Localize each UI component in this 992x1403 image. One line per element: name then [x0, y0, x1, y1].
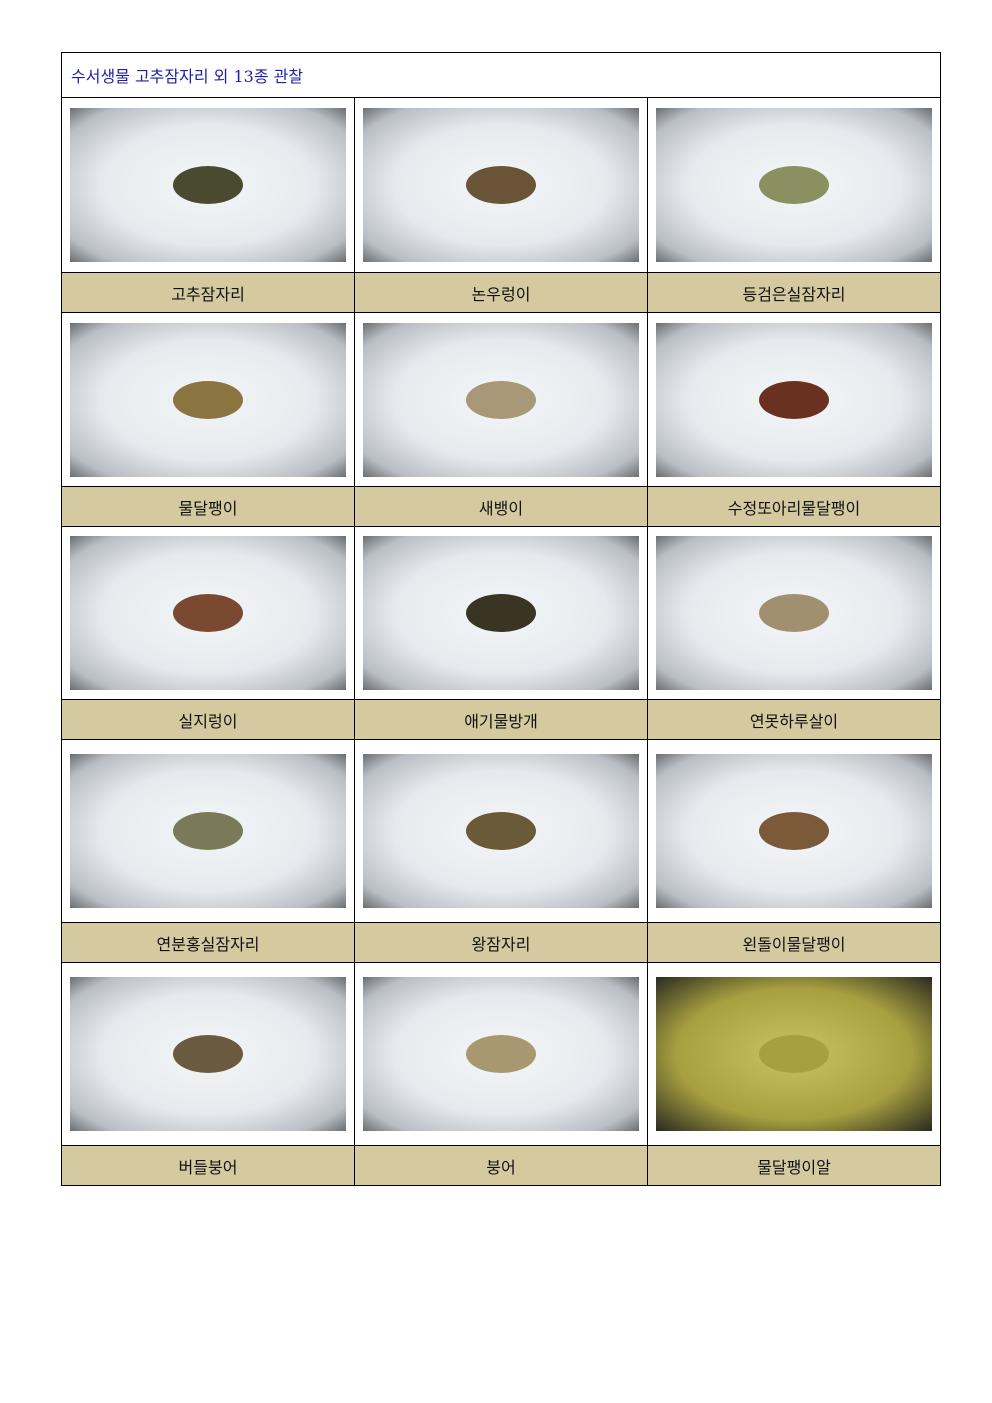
photo-cell: [647, 962, 941, 1146]
specimen-shape: [759, 166, 829, 204]
specimen-photo: [70, 754, 346, 908]
specimen-shape: [759, 1035, 829, 1073]
photo-cell: [354, 962, 648, 1146]
photo-cell: [647, 526, 941, 700]
photo-cell: [61, 962, 355, 1146]
photo-cell: [647, 312, 941, 487]
specimen-shape: [466, 380, 536, 419]
specimen-shape: [466, 812, 536, 850]
specimen-shape: [173, 812, 243, 850]
specimen-photo: [363, 322, 639, 477]
specimen-shape: [173, 594, 243, 632]
caption-row: 물달팽이 새뱅이 수정또아리물달팽이: [61, 486, 941, 527]
table-title: 수서생물 고추잠자리 외 13종 관찰: [61, 52, 941, 98]
species-caption: 고추잠자리: [61, 272, 355, 313]
species-caption: 논우렁이: [354, 272, 648, 313]
species-caption: 수정또아리물달팽이: [647, 486, 941, 527]
specimen-photo: [656, 108, 932, 262]
specimen-photo: [656, 977, 932, 1131]
specimen-shape: [759, 594, 829, 632]
photo-row: [61, 526, 941, 700]
photo-row: [61, 97, 941, 273]
specimen-photo: [363, 536, 639, 690]
photo-cell: [354, 312, 648, 487]
specimen-shape: [466, 166, 536, 204]
caption-row: 연분홍실잠자리 왕잠자리 왼돌이물달팽이: [61, 922, 941, 963]
species-caption: 연못하루살이: [647, 699, 941, 740]
specimen-shape: [173, 166, 243, 204]
specimen-shape: [466, 594, 536, 632]
photo-cell: [647, 97, 941, 273]
specimen-shape: [173, 380, 243, 419]
species-caption: 물달팽이: [61, 486, 355, 527]
specimen-photo: [656, 754, 932, 908]
species-caption: 연분홍실잠자리: [61, 922, 355, 963]
species-caption: 왕잠자리: [354, 922, 648, 963]
photo-cell: [354, 97, 648, 273]
photo-cell: [647, 739, 941, 923]
photo-row: [61, 962, 941, 1146]
specimen-photo: [363, 754, 639, 908]
specimen-photo: [363, 108, 639, 262]
species-caption: 왼돌이물달팽이: [647, 922, 941, 963]
specimen-photo: [70, 977, 346, 1131]
caption-row: 버들붕어 붕어 물달팽이알: [61, 1145, 941, 1186]
species-caption: 등검은실잠자리: [647, 272, 941, 313]
species-caption: 실지렁이: [61, 699, 355, 740]
caption-row: 실지렁이 애기물방개 연못하루살이: [61, 699, 941, 740]
photo-cell: [354, 739, 648, 923]
specimen-shape: [759, 812, 829, 850]
specimen-photo: [70, 108, 346, 262]
caption-row: 고추잠자리 논우렁이 등검은실잠자리: [61, 272, 941, 313]
specimen-photo: [70, 322, 346, 477]
specimen-shape: [759, 380, 829, 419]
specimen-shape: [173, 1035, 243, 1073]
photo-row: [61, 312, 941, 487]
specimen-photo: [656, 322, 932, 477]
specimen-photo: [363, 977, 639, 1131]
species-caption: 새뱅이: [354, 486, 648, 527]
specimen-photo: [70, 536, 346, 690]
photo-cell: [61, 97, 355, 273]
specimen-photo: [656, 536, 932, 690]
photo-row: [61, 739, 941, 923]
species-caption: 버들붕어: [61, 1145, 355, 1186]
species-caption: 물달팽이알: [647, 1145, 941, 1186]
photo-cell: [61, 312, 355, 487]
specimen-shape: [466, 1035, 536, 1073]
species-caption: 애기물방개: [354, 699, 648, 740]
species-caption: 붕어: [354, 1145, 648, 1186]
photo-cell: [354, 526, 648, 700]
photo-cell: [61, 739, 355, 923]
photo-cell: [61, 526, 355, 700]
